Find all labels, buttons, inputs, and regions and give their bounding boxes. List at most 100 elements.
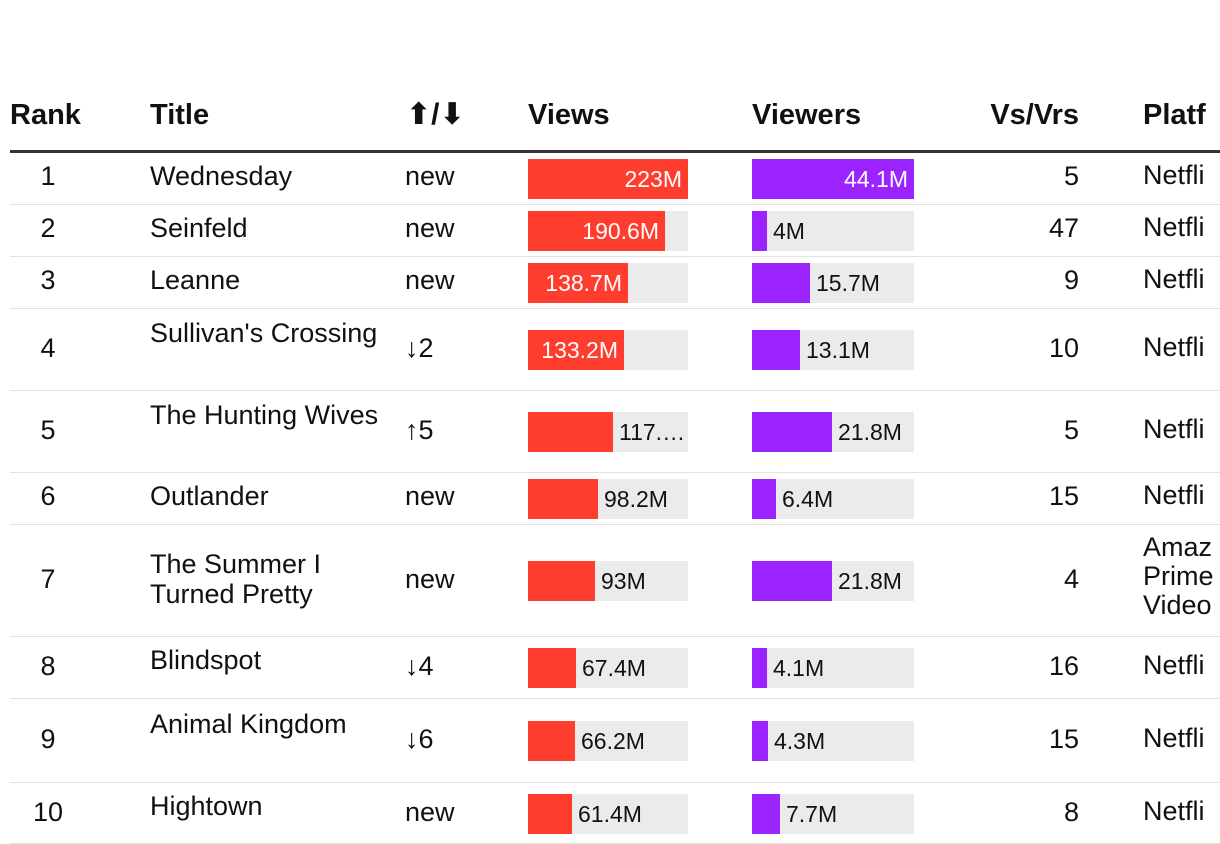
viewers-bar-track: 13.1M bbox=[752, 330, 914, 370]
views-bar-track: 61.4M bbox=[528, 794, 688, 834]
viewers-bar-fill bbox=[752, 263, 810, 303]
title-cell[interactable]: Outlander bbox=[150, 481, 269, 511]
viewers-bar-track: 44.1M bbox=[752, 159, 914, 199]
change-cell: new bbox=[405, 161, 455, 191]
rank-cell: 1 bbox=[40, 161, 56, 191]
rank-cell: 5 bbox=[40, 415, 56, 445]
rank-cell: 7 bbox=[40, 564, 56, 594]
vs-vrs-cell: 16 bbox=[1048, 651, 1079, 681]
title-cell[interactable]: The Summer I Turned Pretty bbox=[150, 549, 322, 609]
header-views[interactable]: Views bbox=[528, 99, 610, 131]
views-bar-label: 133.2M bbox=[541, 337, 618, 363]
views-bar-track: 138.7M bbox=[528, 263, 688, 303]
viewers-bar-track: 4.3M bbox=[752, 721, 914, 761]
change-cell: ↓2 bbox=[405, 333, 434, 363]
viewers-bar-fill bbox=[752, 648, 767, 688]
vs-vrs-cell: 9 bbox=[1063, 265, 1079, 295]
table-row: 9 Animal Kingdom ↓6 66.2M 4.3M 15 Netfli bbox=[10, 699, 1220, 783]
views-bar-label: 67.4M bbox=[582, 655, 646, 681]
views-bar-track: 67.4M bbox=[528, 648, 688, 688]
platform-cell: Netfli bbox=[1143, 212, 1205, 242]
header-viewers[interactable]: Viewers bbox=[752, 99, 862, 131]
title-cell[interactable]: Seinfeld bbox=[150, 213, 248, 243]
viewers-bar-track: 21.8M bbox=[752, 412, 914, 452]
views-bar-fill bbox=[528, 211, 665, 251]
rank-cell: 3 bbox=[40, 265, 56, 295]
views-bar-label: 223M bbox=[624, 166, 682, 192]
title-cell[interactable]: Wednesday bbox=[150, 161, 293, 191]
viewers-bar-label: 13.1M bbox=[806, 337, 870, 363]
title-cell[interactable]: Animal Kingdom bbox=[150, 709, 347, 739]
viewers-bar-track: 7.7M bbox=[752, 794, 914, 834]
views-bar-label: 98.2M bbox=[604, 486, 668, 512]
title-cell[interactable]: Blindspot bbox=[150, 645, 262, 675]
rank-cell: 2 bbox=[40, 213, 56, 243]
platform-cell: Netfli bbox=[1143, 480, 1205, 510]
viewers-bar-track: 6.4M bbox=[752, 479, 914, 519]
title-cell[interactable]: The Hunting Wives bbox=[150, 400, 379, 430]
viewers-bar-fill bbox=[752, 479, 776, 519]
title-cell[interactable]: Sullivan's Crossing bbox=[150, 318, 378, 348]
title-cell[interactable]: Hightown bbox=[150, 791, 263, 821]
title-cell[interactable]: Leanne bbox=[150, 265, 241, 295]
table-row: 2 Seinfeld new 190.6M 4M 47 Netfli bbox=[10, 205, 1220, 257]
views-bar-fill bbox=[528, 330, 624, 370]
viewers-bar-fill bbox=[752, 794, 780, 834]
header-rank[interactable]: Rank bbox=[10, 99, 81, 131]
views-bar-fill bbox=[528, 479, 598, 519]
table-row: 4 Sullivan's Crossing ↓2 133.2M 13.1M 10 Netfl… bbox=[10, 309, 1220, 391]
change-cell: ↑5 bbox=[405, 415, 434, 445]
header-vs-vrs[interactable]: Vs/Vrs bbox=[990, 99, 1079, 131]
views-bar-label: 117.9… bbox=[619, 419, 686, 445]
viewers-bar-label: 21.8M bbox=[838, 568, 902, 594]
viewers-bar-label: 4M bbox=[773, 218, 805, 244]
viewers-bar-fill bbox=[752, 721, 768, 761]
platform-cell: Netfli bbox=[1143, 650, 1205, 680]
rank-cell: 9 bbox=[40, 724, 56, 754]
viewers-bar-fill bbox=[752, 159, 914, 199]
views-bar-label: 138.7M bbox=[545, 270, 622, 296]
views-bar-fill bbox=[528, 263, 628, 303]
platform-cell: Netfli bbox=[1143, 796, 1205, 826]
views-bar-label: 66.2M bbox=[581, 728, 645, 754]
views-bar-track: 98.2M bbox=[528, 479, 688, 519]
viewers-bar-label: 15.7M bbox=[816, 270, 880, 296]
vs-vrs-cell: 10 bbox=[1048, 333, 1079, 363]
views-bar-fill bbox=[528, 159, 688, 199]
views-bar-fill bbox=[528, 648, 576, 688]
views-bar-track: 93M bbox=[528, 561, 688, 601]
table-header: Rank Title ⬆/⬇ Views Viewers Vs/Vrs Plat… bbox=[10, 0, 1220, 153]
viewers-bar-label: 6.4M bbox=[782, 486, 834, 512]
viewers-bar-label: 7.7M bbox=[786, 801, 838, 827]
views-bar-track: 223M bbox=[528, 159, 688, 199]
header-change[interactable]: ⬆/⬇ bbox=[406, 98, 465, 131]
change-cell: new bbox=[405, 213, 455, 243]
viewers-bar-label: 4.1M bbox=[773, 655, 825, 681]
views-bar-label: 190.6M bbox=[582, 218, 659, 244]
platform-cell: Netfli bbox=[1143, 160, 1205, 190]
views-bar-track: 133.2M bbox=[528, 330, 688, 370]
table-row: 3 Leanne new 138.7M 15.7M 9 Netfli bbox=[10, 257, 1220, 309]
views-bar-fill bbox=[528, 794, 572, 834]
vs-vrs-cell: 5 bbox=[1063, 161, 1079, 191]
viewers-bar-track: 21.8M bbox=[752, 561, 914, 601]
vs-vrs-cell: 15 bbox=[1048, 724, 1079, 754]
header-title[interactable]: Title bbox=[150, 99, 210, 131]
platform-cell: Amaz Prime Video bbox=[1143, 532, 1214, 620]
viewers-bar-label: 21.8M bbox=[838, 419, 902, 445]
table-row: 6 Outlander new 98.2M 6.4M 15 Netfli bbox=[10, 473, 1220, 525]
platform-cell: Netfli bbox=[1143, 332, 1205, 362]
viewers-bar-track: 15.7M bbox=[752, 263, 914, 303]
change-cell: new bbox=[405, 797, 455, 827]
viewers-bar-fill bbox=[752, 330, 800, 370]
change-cell: new bbox=[405, 481, 455, 511]
change-cell: new bbox=[405, 265, 455, 295]
platform-cell: Netfli bbox=[1143, 414, 1205, 444]
views-bar-label: 93M bbox=[601, 568, 646, 594]
rank-cell: 4 bbox=[40, 333, 56, 363]
table-row: 5 The Hunting Wives ↑5 117.9… 21.8M 5 Netfli bbox=[10, 391, 1220, 473]
change-cell: ↓6 bbox=[405, 724, 434, 754]
header-platform[interactable]: Platf bbox=[1143, 99, 1206, 131]
table-row: 1 Wednesday new 223M 44.1M 5 Netfli bbox=[10, 153, 1220, 205]
vs-vrs-cell: 5 bbox=[1063, 415, 1079, 445]
